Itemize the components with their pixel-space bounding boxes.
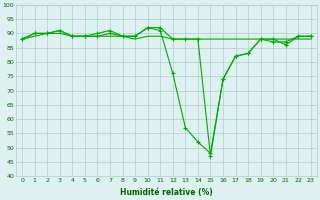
X-axis label: Humidité relative (%): Humidité relative (%)	[120, 188, 213, 197]
